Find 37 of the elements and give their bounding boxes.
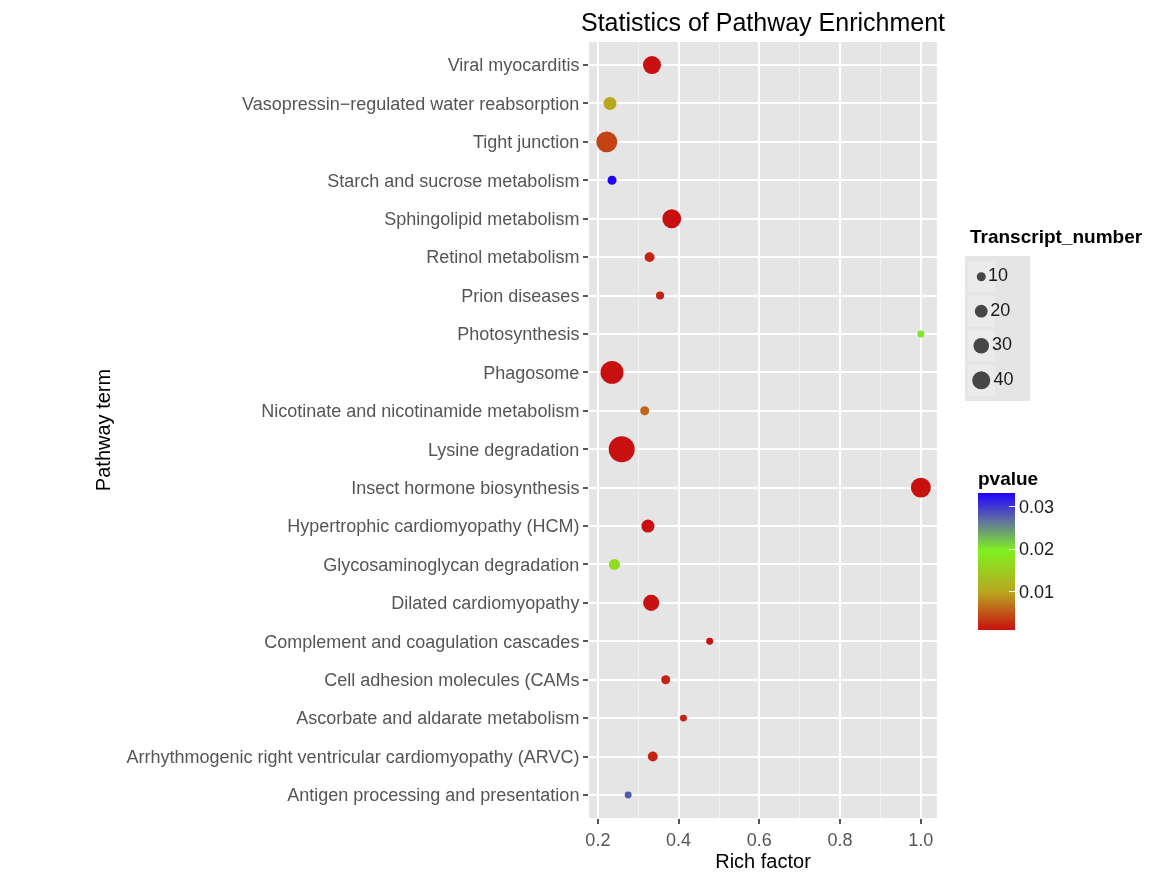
color-bar-label: 0.03 [1019,496,1055,517]
y-tick-label: Dilated cardiomyopathy [391,593,580,614]
y-tick-label: Retinol metabolism [426,247,580,268]
y-tick-label: Arrhythmogenic right ventricular cardiomyopathy (ARVC) [126,746,580,767]
y-tick-label: Ascorbate and aldarate metabolism [296,708,580,729]
y-tick-label: Prion diseases [461,285,580,306]
legend-label: 20 [990,299,1011,320]
color-bar-title: pvalue [978,467,1039,489]
y-tick-label: Cell adhesion molecules (CAMs [324,670,580,690]
y-tick-label: Antigen processing and presentation [287,785,580,806]
x-tick-label: 0.2 [585,829,611,850]
legend-label: 10 [987,265,1008,286]
legend-title: Transcript_number [970,226,1143,247]
y-tick-label: Photosynthesis [457,324,580,345]
y-tick-label: Starch and sucrose metabolism [327,170,580,191]
legend-label: 40 [993,368,1014,389]
x-tick-label: 0.6 [746,829,772,850]
x-axis-title: Rich factor [715,849,812,872]
color-bar-label: 0.02 [1019,539,1055,560]
y-axis-title: Pathway term [92,368,115,492]
x-tick-label: 1.0 [908,829,934,850]
y-tick-label: Phagosome [483,362,580,383]
x-tick-label: 0.4 [666,829,692,850]
legend-label: 30 [992,334,1013,355]
y-tick-label: Nicotinate and nicotinamide metabolism [261,401,580,422]
y-tick-label: Tight junction [472,132,580,153]
y-tick-label: Viral myocarditis [447,55,580,76]
color-bar-label: 0.01 [1019,582,1055,603]
y-tick-label: Sphingolipid metabolism [384,209,580,230]
y-tick-label: Lysine degradation [427,439,580,460]
y-tick-label: Vasopressin−regulated water reabsorption [242,93,580,114]
y-tick-label: Complement and coagulation cascades [264,631,580,652]
y-tick-label: Hypertrophic cardiomyopathy (HCM) [287,516,580,537]
x-tick-label: 0.8 [827,829,853,850]
y-tick-label: Glycosaminoglycan degradation [323,554,580,575]
y-tick-label: Insect hormone biosynthesis [351,477,580,498]
chart-title: Statistics of Pathway Enrichment [580,7,946,36]
